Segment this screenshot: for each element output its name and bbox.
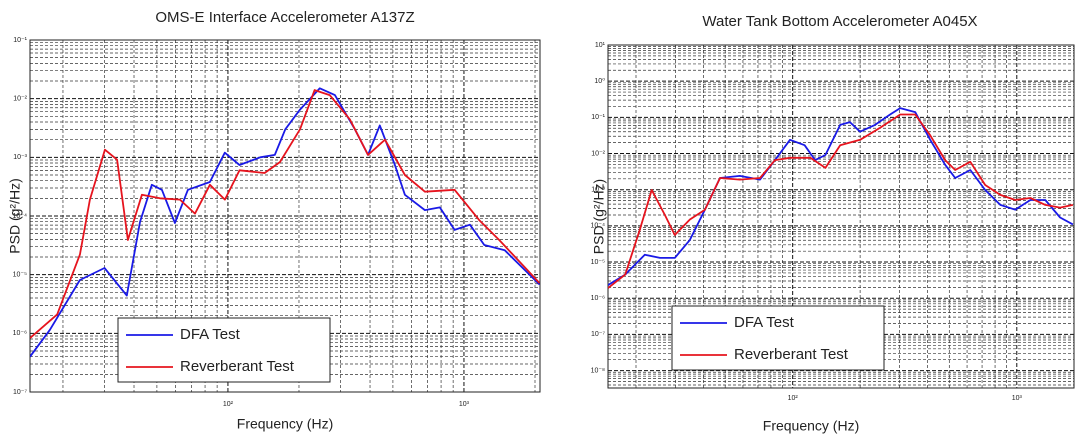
- data-layer: [608, 107, 1074, 289]
- y-tick-label: 10⁻²: [591, 150, 605, 157]
- series-line: [608, 113, 1074, 289]
- y-tick-label: 10⁻⁵: [591, 259, 605, 266]
- data-layer: [30, 87, 540, 358]
- series-line: [30, 87, 540, 358]
- series-line: [608, 107, 1074, 286]
- chart-title: OMS-E Interface Accelerometer A137Z: [155, 9, 414, 26]
- y-tick-label: 10⁻³: [13, 154, 27, 161]
- y-tick-label: 10⁻⁴: [591, 223, 606, 230]
- x-tick-label: 10³: [459, 401, 470, 408]
- chart-title: Water Tank Bottom Accelerometer A045X: [702, 13, 977, 30]
- legend-box: [117, 317, 331, 383]
- panel: 10² 10³ 10⁻⁸ 10⁻⁷ 10⁻⁶ 10⁻⁵ 10⁻⁴ 10⁻³ 10⁻² 10⁻¹ 10…: [591, 13, 1075, 434]
- y-tick-label: 10¹: [595, 42, 606, 49]
- y-tick-label: 10⁻⁸: [591, 367, 605, 374]
- x-tick-label: 10²: [223, 401, 234, 408]
- y-tick-label: 10⁻²: [13, 96, 27, 103]
- y-axis-label: PSD (g²/Hz): [7, 178, 23, 253]
- y-tick-label: 10⁻⁷: [591, 331, 605, 338]
- y-tick-label: 10⁻¹: [13, 37, 27, 44]
- panel: 10² 10³ 10⁻⁷ 10⁻⁶ 10⁻⁵ 10⁻⁴ 10⁻³ 10⁻² 10⁻¹ OMS-E …: [7, 9, 541, 432]
- y-tick-label: 10⁻³: [591, 187, 605, 194]
- x-tick-label: 10²: [788, 395, 799, 402]
- legend-box: [671, 305, 885, 371]
- legend-label: DFA Test: [734, 314, 795, 331]
- x-tick-label: 10³: [1012, 395, 1023, 402]
- y-tick-label: 10⁻⁶: [591, 295, 605, 302]
- y-tick-label: 10⁻⁵: [13, 272, 27, 279]
- legend: DFA Test Reverberant Test: [117, 317, 331, 383]
- y-tick-label: 10⁰: [594, 77, 605, 85]
- plot-frame: [29, 39, 541, 393]
- legend-label: Reverberant Test: [180, 358, 295, 375]
- x-axis-label: Frequency (Hz): [763, 418, 859, 434]
- plot-frame: [607, 44, 1075, 389]
- legend-label: DFA Test: [180, 326, 241, 343]
- y-axis-label: PSD (g²/Hz): [591, 179, 607, 254]
- y-tick-label: 10⁻¹: [591, 114, 605, 121]
- y-tick-label: 10⁻⁶: [13, 330, 27, 337]
- series-line: [30, 89, 540, 339]
- y-tick-label: 10⁻⁴: [13, 213, 28, 220]
- legend: DFA Test Reverberant Test: [671, 305, 885, 371]
- y-tick-label: 10⁻⁷: [13, 389, 27, 396]
- legend-label: Reverberant Test: [734, 346, 849, 363]
- x-axis-label: Frequency (Hz): [237, 416, 333, 432]
